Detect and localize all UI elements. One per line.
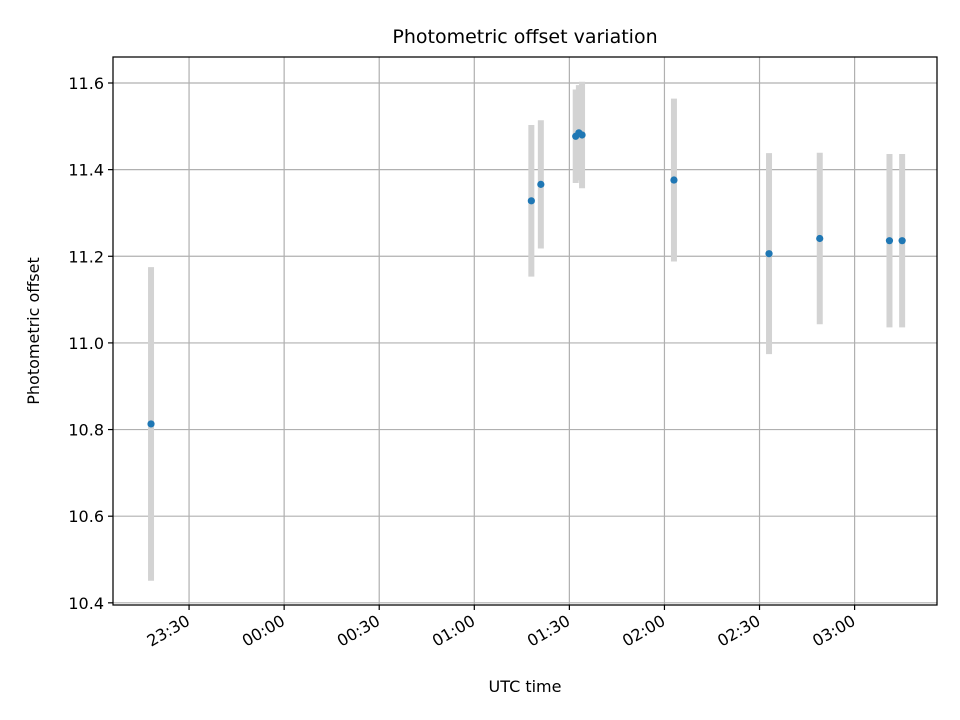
data-point [816,234,824,243]
y-tick-label: 10.4 [68,594,104,613]
y-tick-label: 11.2 [68,247,104,266]
y-axis-label: Photometric offset [24,257,43,405]
data-point [578,131,586,139]
grid [113,57,937,605]
y-tick-label: 11.6 [68,74,104,93]
chart-title: Photometric offset variation [392,26,657,48]
data-points [147,129,906,428]
data-point [527,197,535,205]
data-point [765,250,773,258]
y-tick-label: 11.4 [68,161,104,180]
y-tick-label: 11.0 [68,334,104,353]
plot-area [113,57,937,605]
data-point [898,237,906,245]
plot-frame [112,56,938,606]
data-point [147,420,155,428]
y-axis-ticks: 10.4 10.6 10.8 11.0 11.2 11.4 11.6 [68,74,113,613]
y-tick-label: 10.8 [68,421,104,440]
data-point [885,237,894,245]
y-tick-label: 10.6 [68,507,104,526]
x-axis-label: UTC time [489,677,562,696]
data-point [537,180,545,188]
data-point [670,176,678,184]
